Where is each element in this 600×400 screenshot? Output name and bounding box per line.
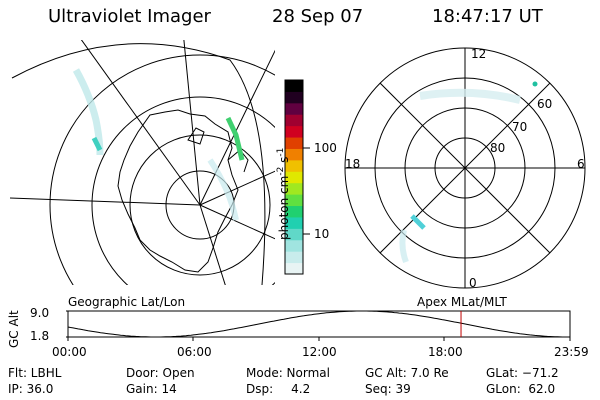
colorbar-swatch [285,251,303,264]
colorbar [284,79,304,275]
aurora-diffuse [207,158,239,221]
timeline-xtick: 06:00 [177,345,212,359]
gc-alt-info: GC Alt: 7.0 Re [365,366,449,380]
door-info: Door: Open [126,366,195,380]
gain-info: Gain: 14 [126,382,177,396]
altitude-timeline [66,310,571,341]
timeline-xtick: 12:00 [302,345,337,359]
date-label: 28 Sep 07 [272,6,364,27]
timeline-xtick: 23:59 [554,345,589,359]
polar-plot [344,47,586,289]
lon-line [183,40,201,206]
mlt-label-18: 18 [345,157,361,171]
ip-info: IP: 36.0 [8,382,54,396]
aurora-edge [225,116,245,161]
aurora-oval [419,88,521,104]
timeline-xtick: 18:00 [428,345,463,359]
colorbar-swatch [285,216,303,229]
lat-circle [129,134,271,276]
peninsula-outline [227,149,249,173]
lon-line [199,204,226,285]
aurora-spot [410,214,426,230]
timeline-xtick: 00:00 [52,345,87,359]
antarctica-outline [117,109,239,273]
altitude-curve [67,310,570,338]
aurora-diffuse [399,229,409,264]
mlt-label-12: 12 [471,47,487,61]
colorbar-swatch [285,91,303,104]
lon-line [10,197,201,206]
lon-line [80,40,201,206]
mlt-label-6: 6 [577,157,585,171]
colorbar-swatch [285,171,303,184]
glat-info: GLat: −71.2 [486,366,559,380]
lat-circle [91,96,275,285]
lat-label-70: 70 [512,120,528,134]
lon-line [199,170,275,206]
colorbar-swatch [285,102,303,115]
earth-limb [11,43,266,285]
colorbar-tick-10: 10 [314,227,330,241]
colorbar-swatch [285,182,303,195]
colorbar-swatch [285,114,303,127]
mlt-label-0: 0 [469,276,477,290]
lon-line [199,49,275,206]
lat-circle [49,54,275,285]
dsp-info: Dsp: 4.2 [246,382,311,396]
instrument-title: Ultraviolet Imager [48,6,211,27]
lat-label-60: 60 [537,97,553,111]
colorbar-swatch [285,137,303,149]
filter-info: Flt: LBHL [8,366,62,380]
geographic-map [10,40,275,285]
glon-info: GLon: 62.0 [486,382,556,396]
colorbar-frame [284,79,304,275]
colorbar-swatch [285,80,303,92]
timeline-frame [67,310,571,338]
colorbar-ticks [303,147,310,235]
seq-info: Seq: 39 [365,382,411,396]
timeline-ylabel: GC Alt [7,310,21,348]
aurora-spot [91,136,103,152]
mode-info: Mode: Normal [246,366,330,380]
geographic-caption: Geographic Lat/Lon [68,295,186,309]
aurora-spot [532,81,538,87]
colorbar-swatch [285,194,303,207]
timeline-ytick-min: 1.8 [30,329,50,343]
ice-shelf-outline [187,127,205,145]
apex-caption: Apex MLat/MLT [417,295,507,309]
colorbar-tick-100: 100 [314,141,337,155]
colorbar-swatch [285,262,303,275]
time-label: 18:47:17 UT [432,6,543,27]
lat-label-80: 80 [490,141,506,155]
colorbar-swatch [285,239,303,252]
colorbar-unit-label: photon cm-2 s-1 [276,147,291,240]
mlt-diagonal [379,82,551,254]
colorbar-swatch [285,228,303,241]
lon-line [199,204,275,240]
colorbar-swatch [285,159,303,172]
colorbar-swatch [285,205,303,218]
colorbar-swatch [285,125,303,138]
timeline-ytick-max: 9.0 [30,306,50,320]
colorbar-swatch [285,148,303,161]
